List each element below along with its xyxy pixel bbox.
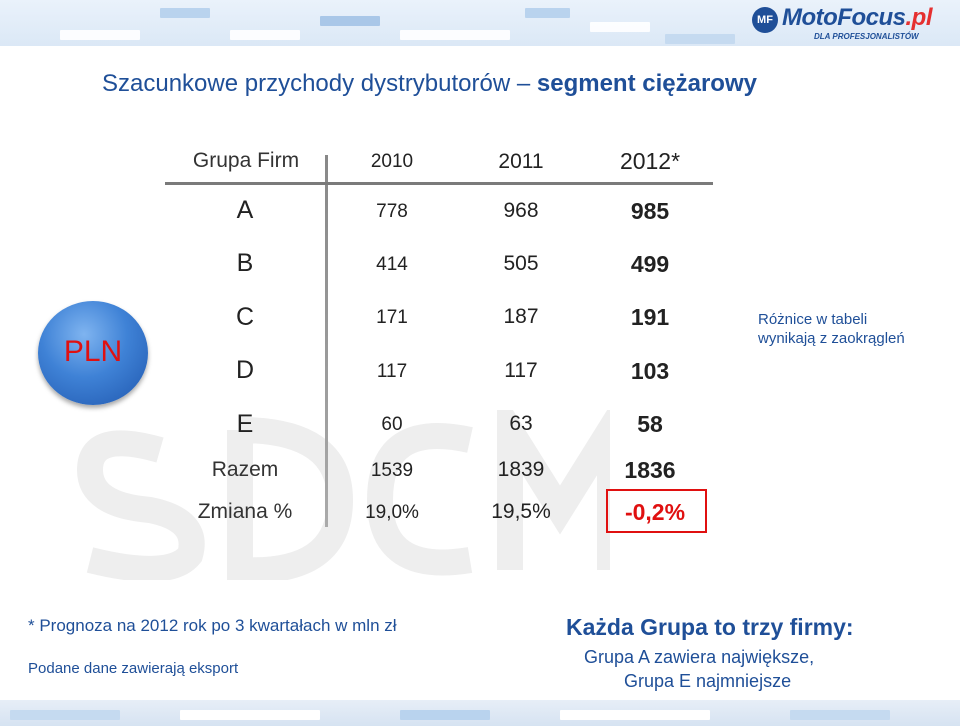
bottom-banner — [0, 700, 960, 726]
change-2011: 19,5% — [491, 500, 551, 523]
cell-2012: 103 — [630, 358, 670, 384]
header-2012: 2012* — [619, 148, 681, 174]
groups-line2: Grupa E najmniejsze — [624, 671, 792, 691]
cell-2010: 171 — [376, 307, 408, 328]
logo-wordmark: MotoFocus.pl — [782, 4, 932, 31]
cell-2011: 187 — [503, 305, 539, 328]
title-normal: Szacunkowe przychody dystrybutorów – — [102, 70, 531, 97]
motofocus-emblem-icon: MF — [752, 7, 778, 33]
groups-title: Każda Grupa to trzy firmy: — [566, 614, 854, 640]
cell-2010: 414 — [376, 254, 408, 275]
row-label: C — [235, 303, 255, 331]
header-2011: 2011 — [498, 150, 544, 173]
cell-2010: 778 — [376, 201, 408, 222]
header-group: Grupa Firm — [192, 149, 300, 172]
cell-2010: 60 — [381, 414, 403, 435]
header-2010: 2010 — [370, 151, 414, 172]
export-footnote: Podane dane zawierają eksport — [28, 660, 239, 677]
cell-2011: 968 — [503, 199, 539, 222]
cell-2010: 117 — [376, 361, 408, 382]
header-divider — [165, 182, 713, 185]
cell-2012: 499 — [630, 251, 670, 277]
cell-2011: 505 — [503, 252, 539, 275]
slide-title: Szacunkowe przychody dystrybutorów – seg… — [102, 70, 757, 98]
forecast-footnote: * Prognoza na 2012 rok po 3 kwartałach w… — [28, 616, 397, 635]
row-label: E — [236, 410, 254, 438]
total-2011: 1839 — [497, 458, 545, 481]
row-label: B — [236, 249, 254, 277]
change-highlight-box — [606, 489, 707, 533]
rounding-note: Różnice w tabeli wynikają z zaokrągleń — [758, 310, 905, 348]
logo-tagline: DLA PROFESJONALISTÓW — [814, 32, 919, 41]
cell-2012: 985 — [630, 198, 670, 224]
sdcm-watermark — [76, 410, 610, 580]
total-label: Razem — [211, 458, 279, 481]
top-banner: MF MotoFocus.pl DLA PROFESJONALISTÓW — [0, 0, 960, 46]
cell-2011: 117 — [504, 359, 538, 382]
change-2012: -0,2% — [624, 499, 686, 525]
decorative-bars — [0, 0, 750, 46]
currency-badge: PLN — [38, 301, 148, 405]
groups-line1: Grupa A zawiera największe, — [584, 647, 815, 667]
change-label: Zmiana % — [197, 500, 293, 523]
motofocus-logo[interactable]: MF MotoFocus.pl DLA PROFESJONALISTÓW — [752, 4, 952, 44]
total-2012: 1836 — [624, 457, 676, 483]
column-divider — [325, 155, 328, 527]
cell-2012: 191 — [630, 304, 670, 330]
change-2010: 19,0% — [365, 502, 419, 523]
cell-2012: 58 — [637, 411, 663, 437]
row-label: A — [236, 196, 254, 224]
note-line: Różnice w tabeli — [758, 311, 868, 328]
cell-2011: 63 — [509, 412, 533, 435]
note-line: wynikają z zaokrągleń — [758, 330, 905, 347]
total-2010: 1539 — [370, 460, 414, 481]
title-bold: segment ciężarowy — [536, 70, 757, 97]
row-label: D — [235, 356, 255, 384]
